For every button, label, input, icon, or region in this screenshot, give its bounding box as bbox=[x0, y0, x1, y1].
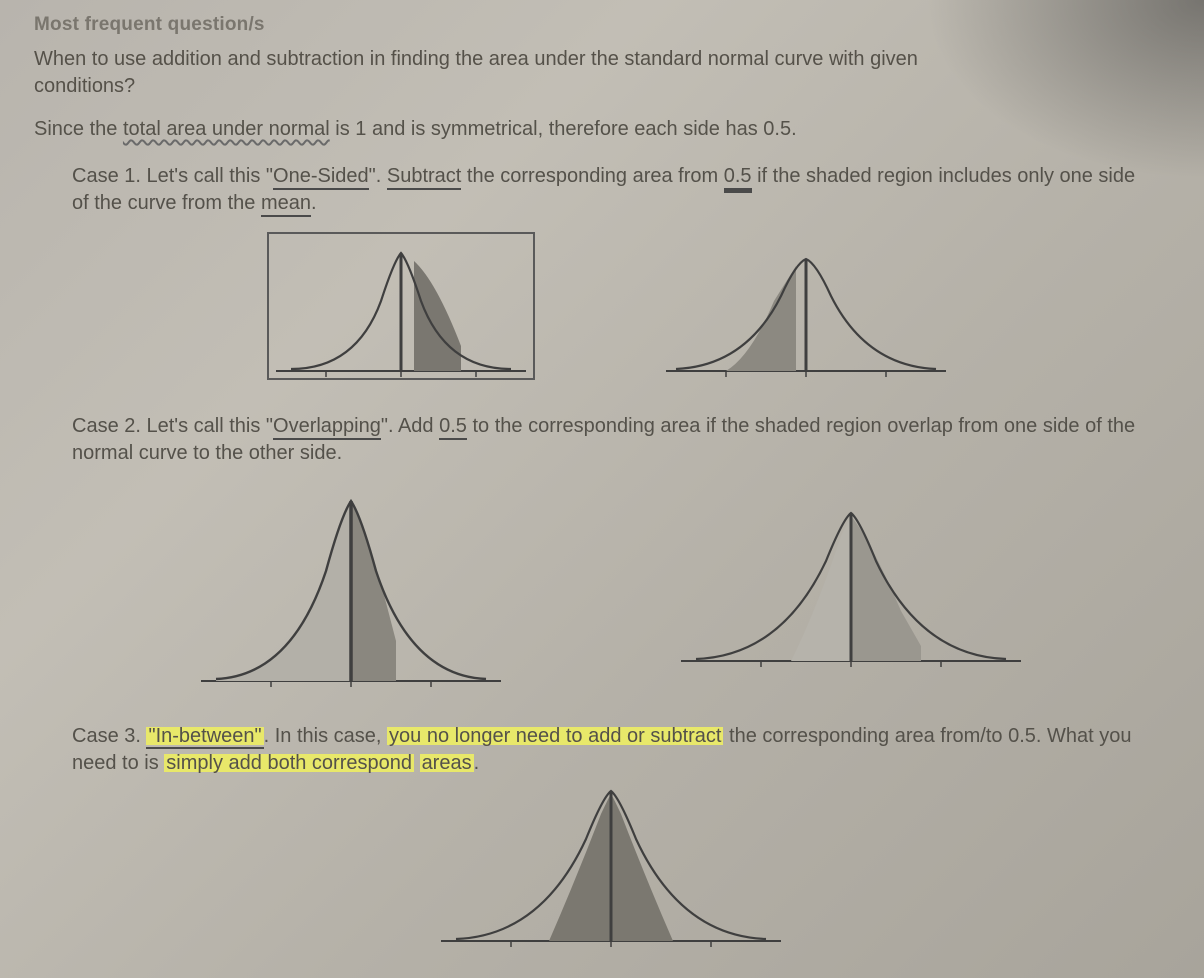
c1-val: 0.5 bbox=[724, 165, 752, 190]
c1-m2: the corresponding area from bbox=[461, 165, 723, 187]
c1-end: . bbox=[311, 192, 317, 214]
c3-hl1: you no longer need to add or subtract bbox=[387, 725, 723, 747]
c2-m1: ". Add bbox=[381, 415, 439, 437]
c3-term: "In-between" bbox=[146, 725, 263, 749]
case1-text: Case 1. Let's call this "One-Sided". Sub… bbox=[72, 163, 1150, 217]
c3-hl2: simply add both correspond bbox=[164, 752, 414, 774]
since-pre: Since the bbox=[34, 118, 123, 140]
document-page: Most frequent question/s When to use add… bbox=[0, 0, 1204, 959]
case2-figures bbox=[72, 481, 1150, 701]
case3-figure bbox=[72, 769, 1150, 959]
since-text: Since the total area under normal is 1 a… bbox=[34, 118, 1170, 141]
question-line1: When to use addition and subtraction in … bbox=[34, 48, 918, 70]
c1-mean: mean bbox=[261, 192, 311, 217]
case2-block: Case 2. Let's call this "Overlapping". A… bbox=[72, 413, 1150, 701]
case1-curve-left bbox=[266, 231, 536, 391]
c1-m1: ". bbox=[369, 165, 387, 187]
case1-curve-right bbox=[656, 231, 956, 391]
c2-pre: Case 2. Let's call this " bbox=[72, 415, 273, 437]
case2-curve-right bbox=[671, 481, 1031, 681]
since-post: is 1 and is symmetrical, therefore each … bbox=[330, 118, 797, 140]
c3-mid: . In this case, bbox=[264, 725, 387, 747]
case3-curve bbox=[431, 769, 791, 959]
case3-block: Case 3. "In-between". In this case, you … bbox=[72, 723, 1150, 959]
section-header: Most frequent question/s bbox=[34, 14, 1170, 36]
case2-curve-left bbox=[191, 481, 511, 701]
case2-text: Case 2. Let's call this "Overlapping". A… bbox=[72, 413, 1150, 467]
c2-term: Overlapping bbox=[273, 415, 381, 440]
c3-pre: Case 3. bbox=[72, 725, 146, 747]
c1-term: One-Sided bbox=[273, 165, 369, 190]
question-line2: conditions? bbox=[34, 75, 135, 97]
question-text: When to use addition and subtraction in … bbox=[34, 46, 1170, 100]
c1-pre: Case 1. Let's call this " bbox=[72, 165, 273, 187]
since-wavy: total area under normal bbox=[123, 118, 330, 140]
c2-val: 0.5 bbox=[439, 415, 467, 440]
c1-subtract: Subtract bbox=[387, 165, 461, 190]
case1-figures bbox=[72, 231, 1150, 391]
case1-block: Case 1. Let's call this "One-Sided". Sub… bbox=[72, 163, 1150, 391]
